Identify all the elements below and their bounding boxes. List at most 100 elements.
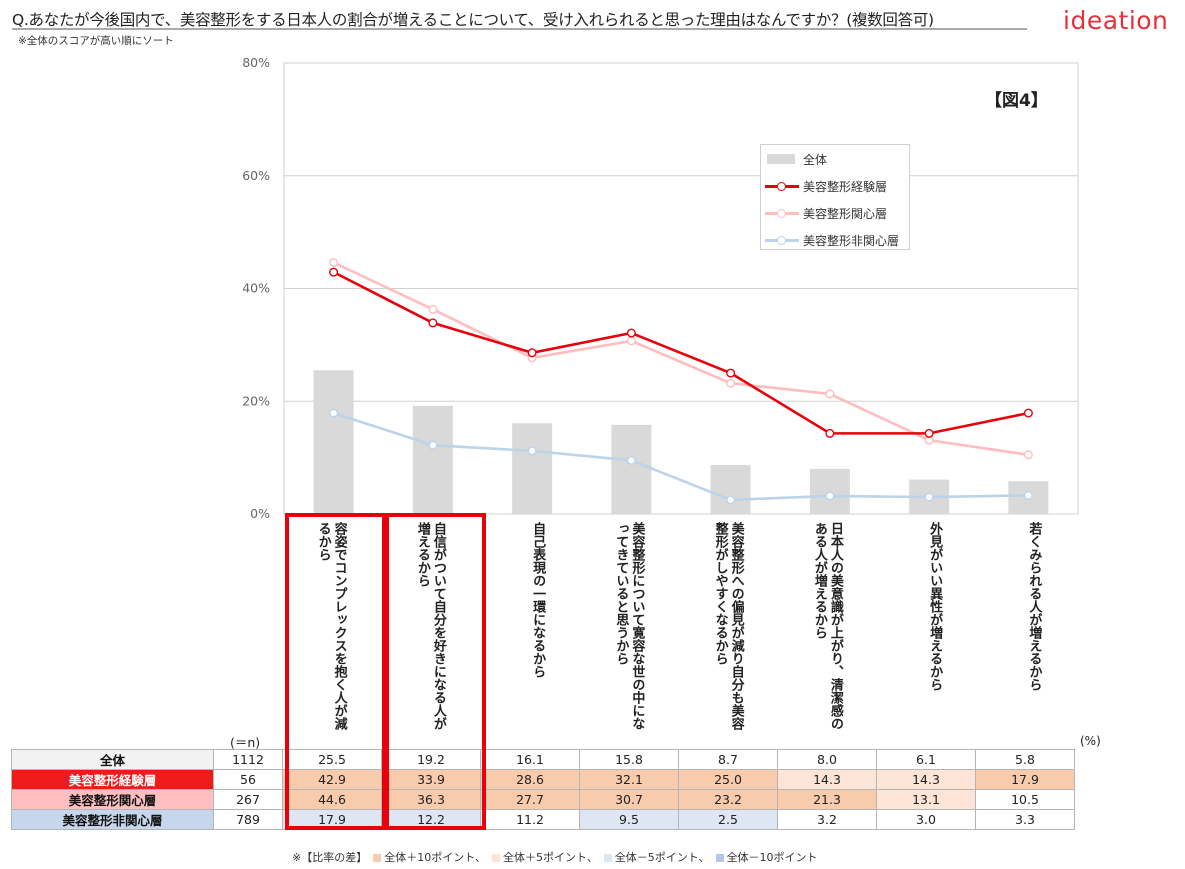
category-label: 外見がいい異性が増えるから xyxy=(927,522,943,691)
value-cell: 14.3 xyxy=(876,769,976,790)
table-row: 全体 1112 25.5 19.2 16.1 15.8 8.7 8.0 6.1 5.8 xyxy=(11,749,1075,770)
footnote: ※【比率の差】 全体＋10ポイント、 全体＋5ポイント、 全体－5ポイント、 全体－10… xyxy=(292,849,818,865)
unit-label: (%) xyxy=(1080,734,1101,748)
footnote-label: 全体－10ポイント xyxy=(726,851,818,864)
point-interested xyxy=(626,336,636,346)
footnote-label: 全体＋10ポイント、 xyxy=(384,851,486,864)
row-label: 美容整形経験層 xyxy=(11,769,214,790)
line-not-interested xyxy=(333,411,1029,502)
bar-total xyxy=(313,370,354,514)
value-cell: 3.2 xyxy=(777,809,877,830)
point-interested xyxy=(726,378,736,388)
point-experienced xyxy=(726,368,736,378)
value-cell: 21.3 xyxy=(777,789,877,810)
sort-note: ※全体のスコアが高い順にソート xyxy=(18,35,174,47)
value-cell: 14.3 xyxy=(777,769,877,790)
y-tick-label: 20% xyxy=(242,393,270,408)
point-not-interested xyxy=(726,495,736,505)
value-cell: 13.1 xyxy=(876,789,976,810)
highlight-box-category-1 xyxy=(285,513,386,830)
value-cell: 17.9 xyxy=(975,769,1075,790)
row-label: 美容整形非関心層 xyxy=(11,809,214,830)
chart-legend: 全体美容整形経験層 美容整形関心層 美容整形非関心層 xyxy=(760,144,910,250)
footnote-label: 全体＋5ポイント、 xyxy=(503,851,598,864)
value-cell: 6.1 xyxy=(876,749,976,770)
footnote-swatch xyxy=(715,854,724,862)
legend-swatch xyxy=(765,232,799,248)
legend-swatch xyxy=(765,151,799,167)
legend-label: 美容整形経験層 xyxy=(803,180,888,194)
value-cell: 12.2 xyxy=(381,809,481,830)
value-cell: 5.8 xyxy=(975,749,1075,770)
point-not-interested xyxy=(428,440,438,450)
value-cell: 15.8 xyxy=(579,749,679,770)
y-tick-label: 80% xyxy=(242,55,270,70)
value-cell: 25.0 xyxy=(678,769,778,790)
highlight-box-category-2 xyxy=(385,513,486,830)
legend-label: 美容整形非関心層 xyxy=(803,234,900,248)
category-label: 容姿でコンプレックスを抱く人が減るから xyxy=(315,522,347,730)
n-cell: 267 xyxy=(213,789,283,810)
value-cell: 33.9 xyxy=(381,769,481,790)
point-interested xyxy=(329,258,339,268)
footnote-swatch xyxy=(492,854,500,862)
data-table: 全体 1112 25.5 19.2 16.1 15.8 8.7 8.0 6.1 5.8 美容整形経験… xyxy=(11,749,1075,830)
figure-label: 【図4】 xyxy=(985,91,1048,111)
legend-swatch xyxy=(765,205,799,221)
line-experienced xyxy=(333,270,1029,435)
value-cell: 42.9 xyxy=(282,769,382,790)
value-cell: 16.1 xyxy=(480,749,580,770)
point-interested xyxy=(428,304,438,314)
category-label: 若くみられる人が増えるから xyxy=(1026,522,1042,691)
value-cell: 32.1 xyxy=(579,769,679,790)
legend-label: 美容整形関心層 xyxy=(803,207,888,221)
point-experienced xyxy=(626,328,636,338)
point-not-interested xyxy=(626,455,636,465)
value-cell: 3.3 xyxy=(975,809,1075,830)
value-cell: 9.5 xyxy=(579,809,679,830)
n-column-header: (＝n) xyxy=(230,735,261,750)
value-cell: 11.2 xyxy=(480,809,580,830)
value-cell: 2.5 xyxy=(678,809,778,830)
table-row: 美容整形非関心層 789 17.9 12.2 11.2 9.5 2.5 3.2 3.0 3.3 xyxy=(11,809,1075,830)
point-not-interested xyxy=(825,491,835,501)
point-interested xyxy=(825,389,835,399)
point-not-interested xyxy=(527,446,537,456)
point-not-interested xyxy=(329,408,339,418)
value-cell: 10.5 xyxy=(975,789,1075,810)
value-cell: 27.7 xyxy=(480,789,580,810)
point-experienced xyxy=(428,318,438,328)
bar-total xyxy=(611,424,652,514)
category-label: 美容整形について寛容な世の中になってきていると思うから xyxy=(613,522,645,730)
value-cell: 23.2 xyxy=(678,789,778,810)
y-tick-label: 40% xyxy=(242,281,270,296)
bar-total xyxy=(809,468,850,514)
title-divider xyxy=(12,28,1027,30)
y-tick-label: 60% xyxy=(242,168,270,183)
table-row: 美容整形関心層 267 44.6 36.3 27.7 30.7 23.2 21.3 13.1 10… xyxy=(11,789,1075,810)
bar-total xyxy=(412,405,453,514)
footnote-swatch xyxy=(603,854,612,862)
n-cell: 789 xyxy=(213,809,283,830)
footnote-prefix: ※【比率の差】 xyxy=(292,851,368,864)
row-label: 全体 xyxy=(11,749,214,770)
bar-total xyxy=(512,423,553,514)
point-experienced xyxy=(924,428,934,438)
footnote-swatch xyxy=(373,854,382,862)
bar-total xyxy=(710,464,751,514)
value-cell: 8.0 xyxy=(777,749,877,770)
legend-label: 全体 xyxy=(803,153,828,167)
point-experienced xyxy=(1023,408,1033,418)
footnote-label: 全体－5ポイント、 xyxy=(614,851,710,864)
point-interested xyxy=(1023,450,1033,460)
value-cell: 3.0 xyxy=(876,809,976,830)
category-label: 美容整形への偏見が減り自分も美容整形がしやすくなるから xyxy=(712,522,744,730)
value-cell: 8.7 xyxy=(678,749,778,770)
value-cell: 17.9 xyxy=(282,809,382,830)
ideation-logo: ideation xyxy=(1063,6,1169,35)
page-title: Q.あなたが今後国内で、美容整形をする日本人の割合が増えることについて、受け入れ… xyxy=(12,11,934,29)
value-cell: 30.7 xyxy=(579,789,679,810)
point-experienced xyxy=(329,267,339,277)
point-not-interested xyxy=(1023,490,1033,500)
category-label: 自信がついて自分を好きになる人が増えるから xyxy=(414,522,446,730)
